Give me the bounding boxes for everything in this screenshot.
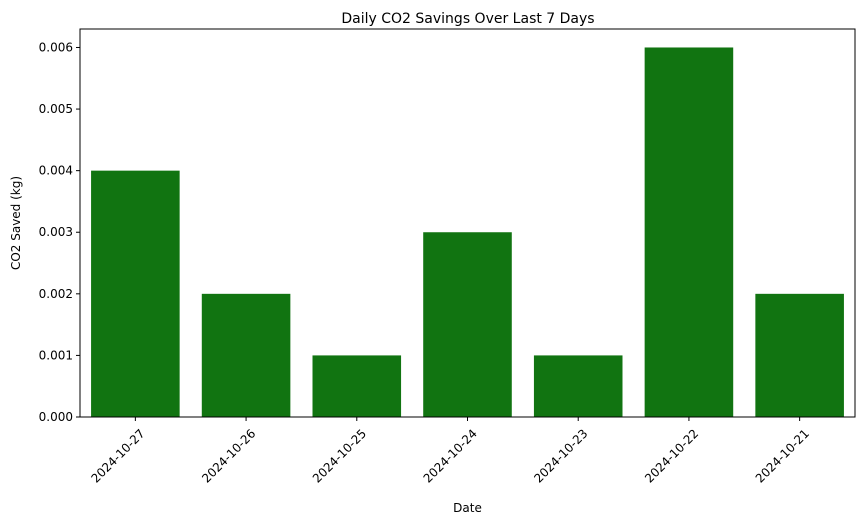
y-axis: 0.000 0.001 0.002 0.003 0.004 0.005 0.006 <box>39 40 80 424</box>
plot-frame <box>79 28 856 418</box>
bar-2024-10-26 <box>201 293 291 417</box>
y-tick-label: 0.001 <box>39 348 73 362</box>
bar-2024-10-21 <box>755 293 844 417</box>
x-tick-label: 2024-10-22 <box>642 426 701 485</box>
x-tick-label: 2024-10-23 <box>531 426 590 485</box>
y-tick-label: 0.003 <box>39 225 73 239</box>
x-tick-label: 2024-10-27 <box>88 426 147 485</box>
bar-2024-10-22 <box>644 47 734 417</box>
bar-2024-10-24 <box>423 232 512 417</box>
y-tick-label: 0.004 <box>39 164 73 178</box>
x-tick-label: 2024-10-26 <box>199 426 258 485</box>
chart-title: Daily CO2 Savings Over Last 7 Days <box>341 11 594 27</box>
x-tick-label: 2024-10-21 <box>753 426 812 485</box>
y-tick-label: 0.000 <box>39 410 73 424</box>
x-tick-label: 2024-10-24 <box>421 426 480 485</box>
bars-group <box>91 47 844 417</box>
bar-2024-10-23 <box>533 355 623 417</box>
bar-2024-10-27 <box>91 170 180 417</box>
x-axis-label: Date <box>453 501 482 515</box>
y-tick-label: 0.005 <box>39 102 73 116</box>
y-tick-label: 0.002 <box>39 287 73 301</box>
y-axis-label: CO2 Saved (kg) <box>9 176 23 270</box>
bar-2024-10-25 <box>312 355 402 417</box>
x-tick-label: 2024-10-25 <box>310 426 369 485</box>
y-tick-label: 0.006 <box>39 40 73 54</box>
x-axis: 2024-10-27 2024-10-26 2024-10-25 2024-10-24… <box>88 417 812 486</box>
